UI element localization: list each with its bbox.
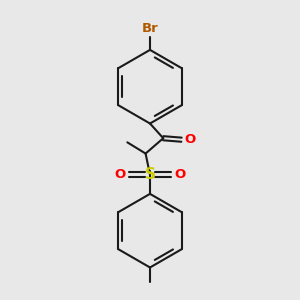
Text: O: O: [115, 168, 126, 181]
Text: S: S: [145, 167, 155, 182]
Text: O: O: [184, 133, 196, 146]
Text: Br: Br: [142, 22, 158, 35]
Text: O: O: [174, 168, 185, 181]
